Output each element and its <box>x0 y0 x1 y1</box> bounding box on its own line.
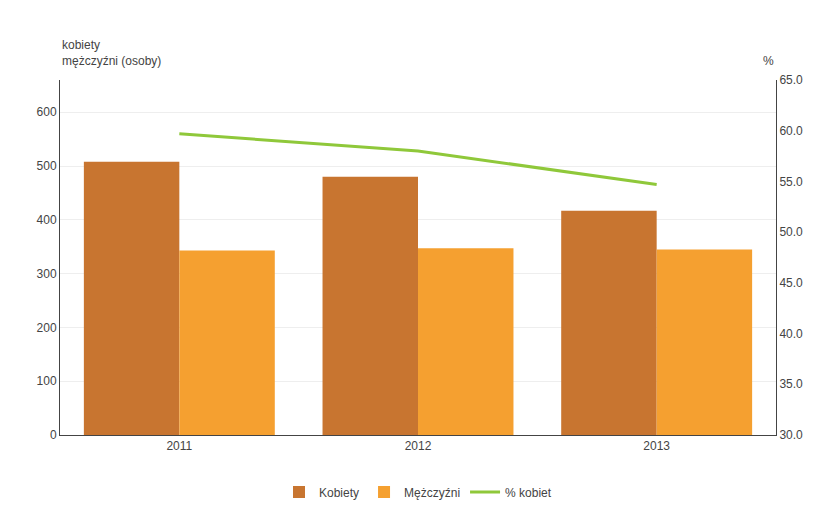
svg-text:50.0: 50.0 <box>779 225 803 239</box>
svg-text:Mężczyźni: Mężczyźni <box>404 486 460 500</box>
svg-text:40.0: 40.0 <box>779 327 803 341</box>
svg-text:% kobiet: % kobiet <box>505 486 552 500</box>
svg-text:%: % <box>763 54 774 68</box>
svg-text:2012: 2012 <box>405 439 432 453</box>
svg-text:55.0: 55.0 <box>779 175 803 189</box>
svg-text:45.0: 45.0 <box>779 276 803 290</box>
svg-text:200: 200 <box>37 321 57 335</box>
svg-text:2013: 2013 <box>643 439 670 453</box>
svg-text:30.0: 30.0 <box>779 428 803 442</box>
svg-text:600: 600 <box>37 105 57 119</box>
svg-text:35.0: 35.0 <box>779 377 803 391</box>
svg-text:Kobiety: Kobiety <box>319 486 359 500</box>
svg-text:0: 0 <box>50 428 57 442</box>
svg-text:300: 300 <box>37 267 57 281</box>
svg-text:500: 500 <box>37 159 57 173</box>
svg-text:60.0: 60.0 <box>779 124 803 138</box>
svg-text:kobietymężczyźni (osoby): kobietymężczyźni (osoby) <box>62 38 161 68</box>
svg-text:100: 100 <box>37 374 57 388</box>
svg-text:2011: 2011 <box>166 439 192 453</box>
svg-text:65.0: 65.0 <box>779 73 803 87</box>
svg-text:400: 400 <box>37 213 57 227</box>
